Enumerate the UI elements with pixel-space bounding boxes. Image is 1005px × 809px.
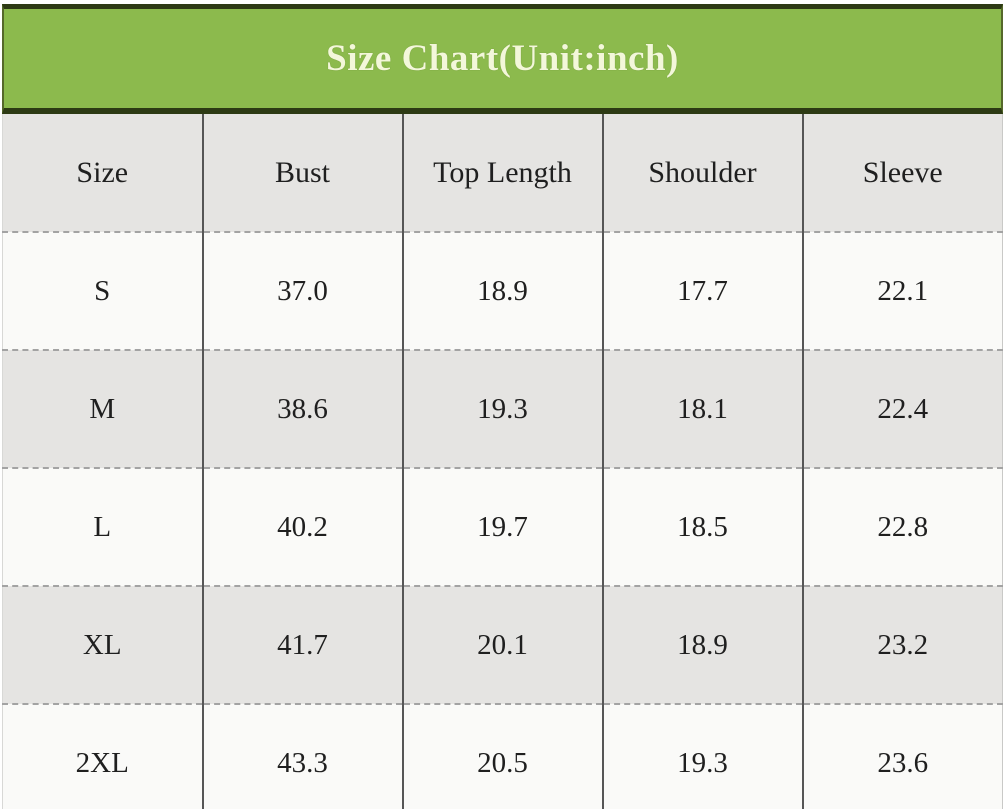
cell-bust: 37.0: [202, 232, 404, 351]
cell-sleeve: 22.1: [802, 232, 1003, 351]
cell-sleeve: 22.4: [802, 350, 1003, 469]
table-row-xl: XL 41.7 20.1 18.9 23.2: [2, 586, 1003, 705]
cell-top-length: 20.5: [402, 704, 604, 809]
table-row-2xl: 2XL 43.3 20.5 19.3 23.6: [2, 704, 1003, 809]
size-chart-table: Size Bust Top Length Shoulder Sleeve S 3…: [2, 114, 1003, 809]
cell-shoulder: 18.5: [602, 468, 804, 587]
table-row-s: S 37.0 18.9 17.7 22.1: [2, 232, 1003, 351]
column-header-top-length: Top Length: [402, 114, 604, 233]
table-row-l: L 40.2 19.7 18.5 22.8: [2, 468, 1003, 587]
table-header-row: Size Bust Top Length Shoulder Sleeve: [2, 114, 1003, 233]
cell-size-label: S: [2, 232, 204, 351]
cell-size-label: L: [2, 468, 204, 587]
cell-shoulder: 18.1: [602, 350, 804, 469]
cell-bust: 43.3: [202, 704, 404, 809]
cell-bust: 38.6: [202, 350, 404, 469]
cell-bust: 40.2: [202, 468, 404, 587]
cell-top-length: 19.7: [402, 468, 604, 587]
column-header-shoulder: Shoulder: [602, 114, 804, 233]
cell-shoulder: 18.9: [602, 586, 804, 705]
cell-size-label: XL: [2, 586, 204, 705]
cell-sleeve: 22.8: [802, 468, 1003, 587]
table-row-m: M 38.6 19.3 18.1 22.4: [2, 350, 1003, 469]
column-header-size: Size: [2, 114, 204, 233]
cell-top-length: 18.9: [402, 232, 604, 351]
cell-top-length: 19.3: [402, 350, 604, 469]
column-header-bust: Bust: [202, 114, 404, 233]
column-header-sleeve: Sleeve: [802, 114, 1003, 233]
cell-sleeve: 23.2: [802, 586, 1003, 705]
cell-shoulder: 17.7: [602, 232, 804, 351]
cell-shoulder: 19.3: [602, 704, 804, 809]
cell-top-length: 20.1: [402, 586, 604, 705]
cell-size-label: M: [2, 350, 204, 469]
size-chart-title: Size Chart(Unit:inch): [326, 38, 679, 79]
cell-bust: 41.7: [202, 586, 404, 705]
size-chart-title-bar: Size Chart(Unit:inch): [2, 4, 1003, 114]
cell-size-label: 2XL: [2, 704, 204, 809]
cell-sleeve: 23.6: [877, 746, 929, 779]
